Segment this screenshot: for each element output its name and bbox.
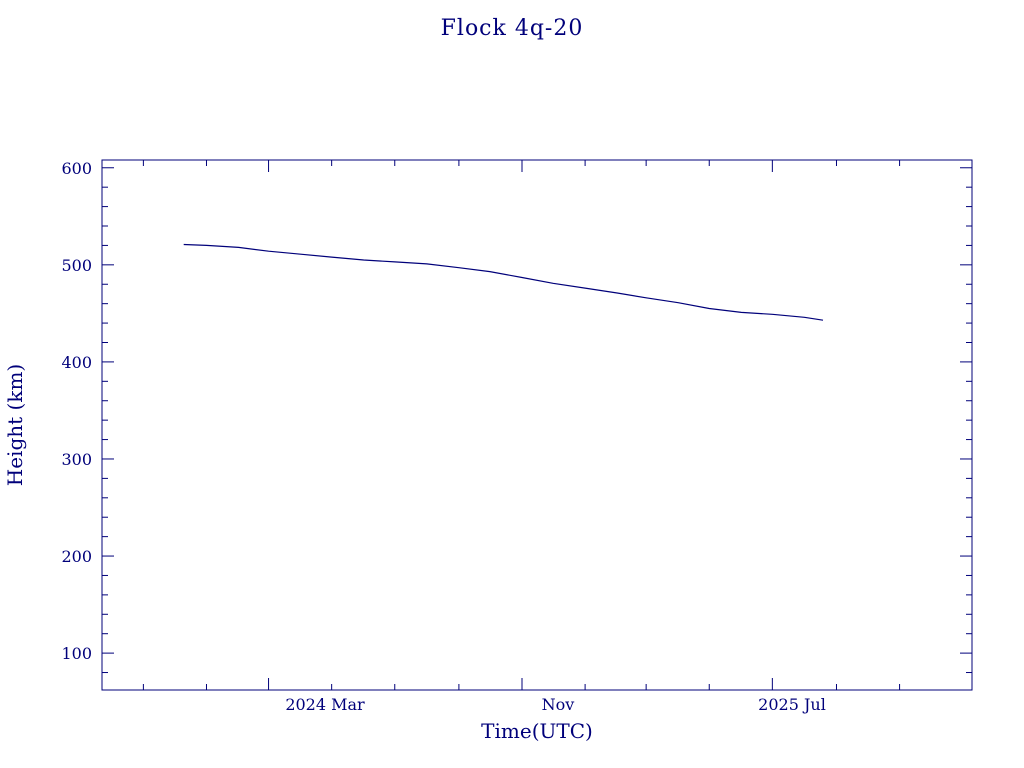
chart-title: Flock 4q-20 bbox=[440, 16, 584, 41]
y-axis-label: Height (km) bbox=[3, 364, 27, 486]
y-tick-label-500: 500 bbox=[61, 256, 92, 275]
x-axis-label: Time(UTC) bbox=[481, 719, 593, 743]
plot-frame bbox=[101, 159, 973, 691]
axis-ticks bbox=[102, 160, 972, 690]
x-tick-label-2024-mar: 2024 Mar bbox=[285, 695, 365, 714]
y-tick-label-400: 400 bbox=[61, 353, 92, 372]
y-tick-label-300: 300 bbox=[61, 450, 92, 469]
y-tick-label-200: 200 bbox=[61, 547, 92, 566]
height-series-line bbox=[183, 243, 824, 321]
y-tick-label-100: 100 bbox=[61, 644, 92, 663]
x-tick-label-nov: Nov bbox=[542, 695, 575, 714]
tick-labels: 100 200 300 400 500 600 2024 Mar Nov 202… bbox=[61, 159, 825, 714]
x-tick-label-2025-jul: 2025 Jul bbox=[758, 695, 826, 714]
y-tick-label-600: 600 bbox=[61, 159, 92, 178]
